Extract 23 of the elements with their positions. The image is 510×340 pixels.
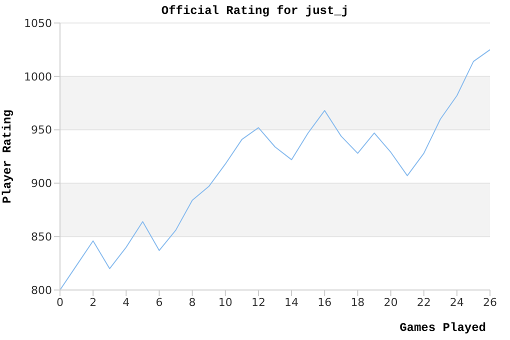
- x-tick-label: 10: [218, 296, 232, 309]
- x-tick-label: 18: [350, 296, 365, 309]
- y-tick-label: 850: [31, 230, 52, 244]
- x-axis-title: Games Played: [400, 321, 486, 335]
- x-tick-label: 8: [188, 296, 196, 309]
- y-tick-label: 1000: [24, 70, 52, 84]
- y-axis-title: Player Rating: [0, 110, 14, 204]
- y-tick-label: 950: [31, 124, 52, 137]
- x-tick-label: 2: [90, 296, 97, 309]
- x-tick-label: 22: [416, 296, 431, 309]
- x-tick-label: 0: [56, 296, 64, 309]
- x-tick-label: 12: [251, 296, 266, 309]
- x-tick-label: 16: [318, 296, 332, 309]
- x-tick-label: 24: [450, 296, 464, 309]
- x-tick-label: 14: [284, 296, 299, 309]
- y-tick-label: 800: [31, 284, 52, 297]
- y-tick-label: 900: [31, 177, 52, 190]
- chart-title: Official Rating for just_j: [160, 4, 350, 18]
- x-tick-label: 4: [122, 296, 130, 309]
- x-tick-label: 6: [156, 296, 163, 309]
- x-tick-label: 26: [483, 296, 497, 309]
- y-tick-label: 1050: [24, 16, 52, 30]
- x-tick-label: 20: [384, 296, 398, 309]
